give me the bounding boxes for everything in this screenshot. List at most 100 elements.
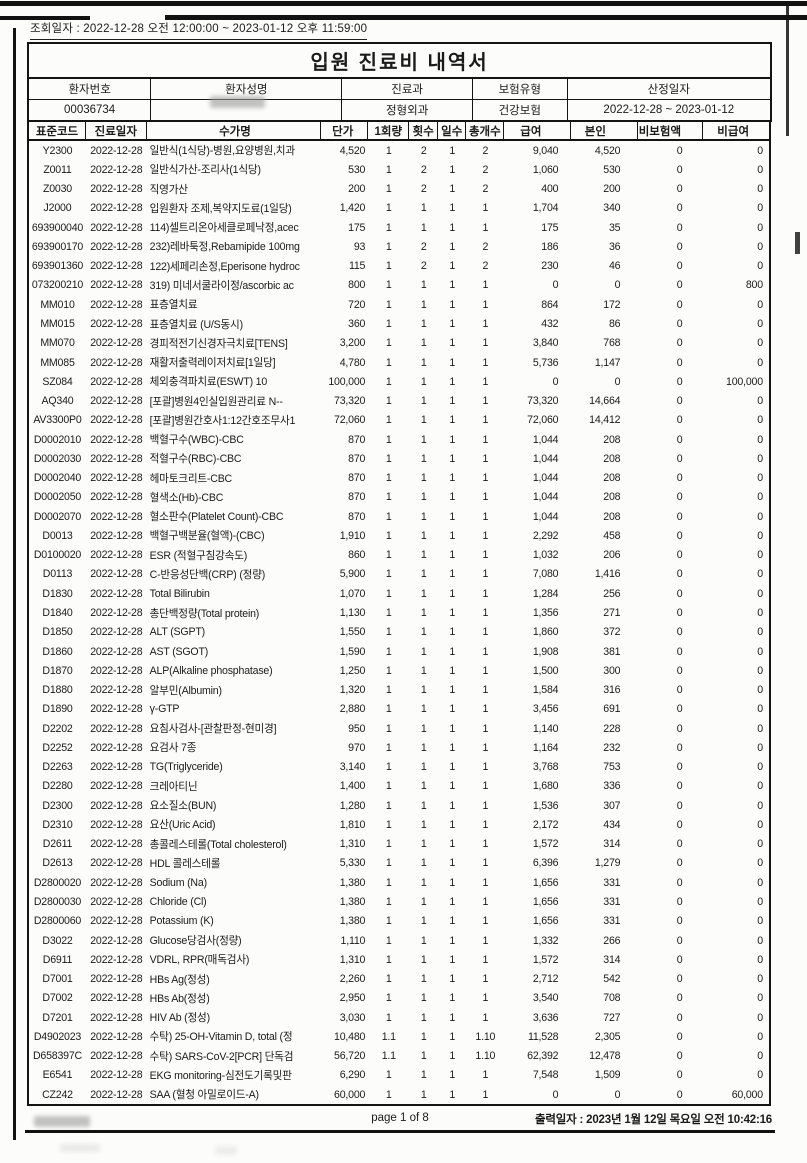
table-cell: 0 <box>676 722 683 735</box>
table-cell: 1,250 <box>339 664 366 677</box>
table-cell: 1 <box>482 221 489 234</box>
table-cell: 1,032 <box>532 549 559 562</box>
table-cell: 1 <box>449 395 456 408</box>
table-cell: 0 <box>757 240 763 253</box>
table-row: D2263 2022-12-28 TG(Triglyceride) 3,140 1 1 1 1… <box>29 758 769 777</box>
patient-value-cell <box>151 100 343 120</box>
table-cell: 0 <box>676 472 683 485</box>
table-row: 693900040 2022-12-28 114)셀트리온아세클로페낙정,acec 1… <box>29 218 769 237</box>
table-cell: 1,590 <box>339 645 366 658</box>
table-cell: 693901360 <box>31 260 84 273</box>
table-cell: 307 <box>603 799 621 812</box>
table-cell: 1 <box>420 857 427 870</box>
table-cell: D2800060 <box>33 915 82 928</box>
table-cell: 1.10 <box>475 1030 496 1043</box>
table-cell: 1,284 <box>532 587 559 600</box>
table-cell: 870 <box>348 510 366 523</box>
table-cell: 336 <box>603 780 621 793</box>
table-cell: 요소질소(BUN) <box>149 800 217 813</box>
table-cell: 1 <box>482 279 489 292</box>
table-cell: 0 <box>757 395 763 408</box>
table-cell: 200 <box>348 183 366 196</box>
table-cell: 073200210 <box>31 279 84 292</box>
table-cell: 0 <box>757 684 763 697</box>
table-cell: 3,030 <box>339 1011 366 1024</box>
table-row: D6911 2022-12-28 VDRL, RPR(매독검사) 1,310 1 1 1 1 1… <box>29 950 769 969</box>
table-cell: 1.1 <box>381 1030 396 1043</box>
table-cell: 1 <box>420 780 427 793</box>
table-cell: 0 <box>757 163 763 176</box>
table-cell: 1 <box>482 857 489 870</box>
table-cell: 432 <box>541 318 559 331</box>
table-cell: 186 <box>541 240 559 253</box>
table-cell: 175 <box>541 221 559 234</box>
table-cell: 0 <box>757 895 763 908</box>
table-cell: 122)세페리손정,Eperisone hydroc <box>149 260 300 273</box>
table-cell: 1 <box>385 973 392 986</box>
table-cell: 0 <box>676 1050 683 1063</box>
table-cell: D2611 <box>42 838 73 851</box>
table-cell: 0 <box>676 645 683 658</box>
table-cell: 0 <box>757 857 763 870</box>
charges-table: 표준코드 진료일자 수가명 단가 1회량 횟수 일수 총개수 급여 본인 비보험액 비급여 Y2300… <box>27 120 771 1106</box>
table-row: D3022 2022-12-28 Glucose당검사(정량) 1,110 1 1 1 1 1,… <box>29 931 769 950</box>
table-cell: 530 <box>603 163 621 176</box>
table-cell: 100,000 <box>328 375 366 388</box>
table-cell: 0 <box>757 818 763 831</box>
table-cell: 1 <box>420 395 427 408</box>
table-cell: 0 <box>676 433 683 446</box>
table-cell: 1 <box>482 664 489 677</box>
table-cell: 2 <box>482 260 489 273</box>
table-cell: 2022-12-28 <box>90 645 143 658</box>
table-cell: 2,305 <box>594 1030 621 1043</box>
table-cell: 0 <box>757 529 763 542</box>
table-row: D0002050 2022-12-28 혈색소(Hb)-CBC 870 1 1 1 1 1,04… <box>29 488 769 507</box>
patient-value-cell: 정형외과 <box>342 100 473 120</box>
table-cell: 1 <box>449 529 456 542</box>
table-cell: 1,680 <box>532 780 559 793</box>
table-cell: 2022-12-28 <box>90 1011 143 1024</box>
patient-header-row: 환자번호 환자성명 진료과 보험유형 산정일자 <box>29 79 770 100</box>
table-cell: 46 <box>608 260 621 273</box>
table-cell: 1 <box>482 337 489 350</box>
table-cell: 0 <box>676 799 683 812</box>
table-row: SZ084 2022-12-28 체외충격파치료(ESWT) 10 100,000 1 1… <box>29 372 769 391</box>
table-cell: 727 <box>603 1011 621 1024</box>
table-cell: 1 <box>449 1011 456 1024</box>
table-cell: 208 <box>603 472 621 485</box>
table-cell: 319) 미네서쿨라이정/ascorbic ac <box>149 279 294 292</box>
table-cell: 60,000 <box>731 1088 763 1101</box>
table-cell: 1 <box>482 818 489 831</box>
table-cell: 232)레바툭정,Rebamipide 100mg <box>149 241 300 254</box>
table-cell: 200 <box>603 183 621 196</box>
table-cell: 1 <box>482 703 489 716</box>
column-header: 본인 <box>571 122 639 139</box>
table-cell: 56,720 <box>334 1050 366 1063</box>
table-cell: 헤마토크리트-CBC <box>149 472 233 485</box>
table-cell: 1 <box>420 221 427 234</box>
table-cell: 1 <box>385 876 392 889</box>
table-cell: 2022-12-28 <box>90 664 143 677</box>
table-cell: 0 <box>757 144 763 157</box>
table-row: CZ242 2022-12-28 SAA (혈청 아밀로이드-A) 60,000 1 1 1… <box>29 1085 769 1104</box>
table-cell: 2022-12-28 <box>90 221 143 234</box>
table-cell: 0 <box>757 433 763 446</box>
table-cell: 35 <box>608 221 621 234</box>
table-cell: 1 <box>449 761 456 774</box>
table-cell: 693900170 <box>31 240 84 253</box>
table-cell: 1 <box>385 838 392 851</box>
table-cell: 340 <box>603 202 621 215</box>
table-cell: 2022-12-28 <box>90 992 143 1005</box>
table-cell: [포괄]병원4인실입원관리료 N-- <box>149 395 283 408</box>
table-cell: 2022-12-28 <box>90 934 143 947</box>
table-cell: 1 <box>420 318 427 331</box>
table-row: D2800020 2022-12-28 Sodium (Na) 1,380 1 1 1 1 1,… <box>29 873 769 892</box>
table-cell: 228 <box>603 722 621 735</box>
table-row: D1840 2022-12-28 총단백정량(Total protein) 1,130… <box>29 603 769 622</box>
scan-artifact <box>0 1 807 6</box>
table-cell: D7001 <box>42 973 73 986</box>
table-cell: 2022-12-28 <box>90 895 143 908</box>
table-cell: 크레아티닌 <box>149 780 198 793</box>
table-cell: 458 <box>603 529 621 542</box>
table-cell: 691 <box>603 703 621 716</box>
